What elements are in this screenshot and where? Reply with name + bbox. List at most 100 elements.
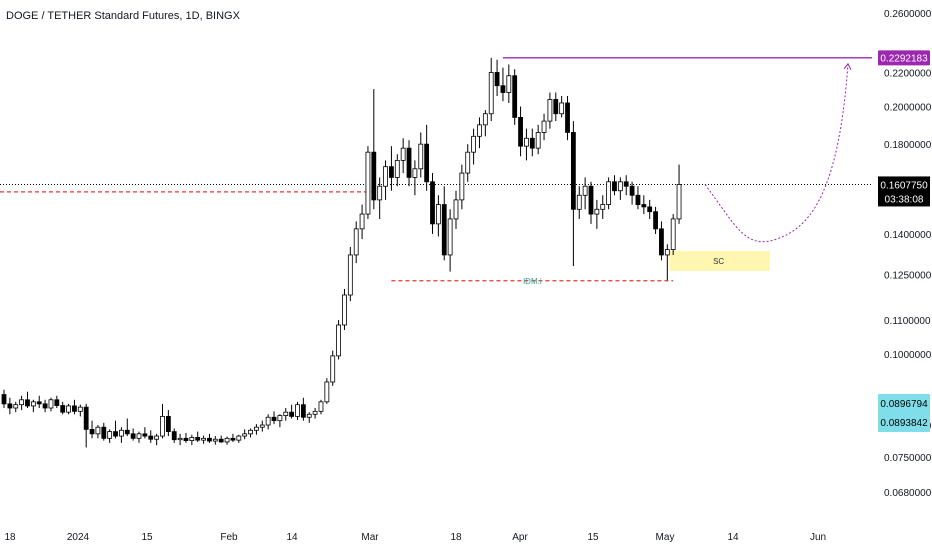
current-price-text: 0.1607750 (880, 180, 928, 191)
candle (676, 164, 682, 224)
candle (259, 420, 265, 432)
candle-body (641, 204, 647, 208)
projection-path (704, 63, 849, 243)
candle (582, 177, 588, 210)
candle (1, 389, 7, 408)
candle-body (289, 411, 295, 417)
candle (629, 181, 635, 205)
candle-body (441, 204, 447, 256)
candle-body (635, 194, 641, 205)
candle (547, 92, 553, 129)
candle-body (377, 185, 383, 201)
candle-body (95, 426, 101, 435)
y-tick-label: 0.2200000 (884, 68, 932, 79)
candle-body (400, 147, 406, 161)
candle (383, 160, 388, 200)
candle-body (447, 218, 453, 256)
candle-body (177, 437, 183, 441)
candle (553, 92, 559, 122)
x-tick-label: 15 (141, 532, 153, 543)
y-tick-label: 0.0750000 (884, 453, 932, 464)
candle (400, 138, 406, 174)
candle-body (412, 168, 418, 178)
y-tick-label: 0.0680000 (884, 488, 932, 499)
candle (207, 433, 212, 443)
candle-body (430, 181, 435, 225)
y-tick-label: 0.1000000 (884, 350, 932, 361)
candle (306, 412, 312, 423)
y-tick-label: 0.1400000 (884, 230, 932, 241)
candle (312, 407, 318, 419)
candle (119, 427, 124, 443)
candle (600, 195, 606, 219)
candle-body (265, 416, 271, 426)
candle (54, 395, 60, 408)
candle-body (676, 184, 682, 220)
candle-body (254, 426, 259, 431)
x-tick-label: 15 (587, 532, 599, 543)
candle-body (25, 399, 30, 407)
candle-body (212, 438, 218, 442)
candle (435, 195, 441, 237)
candle (36, 395, 42, 408)
candle-body (136, 433, 142, 439)
candle-body (500, 85, 506, 93)
candle (447, 209, 453, 272)
candle-body (606, 181, 612, 205)
x-tick-label: May (656, 532, 675, 543)
candle (529, 128, 535, 157)
candle (664, 244, 670, 281)
candle (224, 436, 230, 445)
countdown-text: 03:38:08 (885, 194, 924, 205)
candle-body (42, 403, 48, 409)
candle-body (670, 218, 676, 250)
candle-body (148, 435, 154, 440)
candle-body (54, 399, 60, 406)
candle-body (406, 147, 412, 178)
candle-body (277, 415, 283, 422)
candle (594, 199, 600, 229)
price-badges: 0.22921830.160775003:38:080.08967940.089… (878, 50, 930, 432)
candle-body (1, 394, 7, 405)
candle (353, 221, 359, 264)
candle (588, 181, 594, 224)
candle (124, 418, 130, 437)
candle-body (524, 137, 529, 147)
candle (441, 186, 447, 261)
candle-body (547, 99, 553, 122)
candle-body (295, 404, 300, 417)
candle-body (371, 151, 377, 201)
candle-body (588, 185, 594, 215)
candle (412, 160, 418, 196)
candle (218, 435, 224, 443)
candle (195, 431, 201, 442)
candle (324, 378, 330, 404)
candle (623, 175, 629, 196)
candle (318, 399, 324, 415)
candle (248, 428, 253, 438)
level-b-text: 0.0893842 (880, 418, 928, 429)
candle-body (612, 181, 617, 192)
candle-body (142, 433, 148, 437)
candle (430, 173, 435, 234)
candle (512, 69, 518, 125)
candle (95, 425, 101, 439)
target-price-badge-text: 0.2292183 (880, 53, 928, 64)
candle-body (13, 404, 19, 409)
x-tick-label: 2024 (67, 532, 90, 543)
candle-body (195, 437, 201, 441)
candle (300, 397, 306, 421)
candle (283, 407, 289, 421)
x-tick-label: 18 (450, 532, 462, 543)
candle (89, 420, 95, 439)
candle (60, 401, 66, 415)
candle-body (488, 72, 494, 115)
candle-body (48, 399, 54, 409)
candle-body (353, 228, 359, 256)
candle (541, 113, 547, 141)
candle-layer (1, 57, 682, 448)
candle-body (77, 406, 83, 412)
x-tick-label: 14 (727, 532, 739, 543)
candle (576, 186, 582, 219)
